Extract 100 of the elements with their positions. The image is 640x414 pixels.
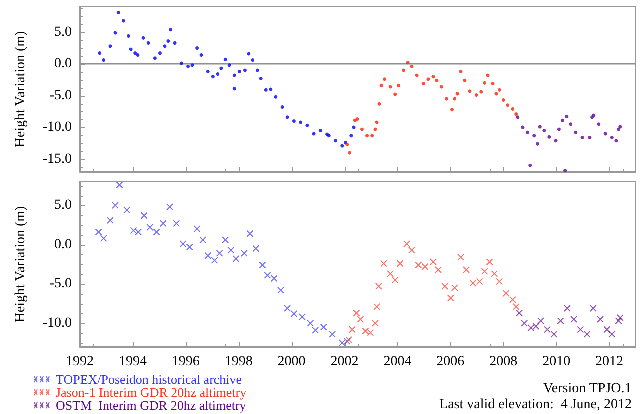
point	[190, 64, 194, 68]
point	[220, 66, 224, 70]
point	[290, 310, 298, 318]
point	[166, 204, 174, 211]
point	[247, 52, 251, 56]
point	[502, 290, 510, 298]
point	[440, 85, 444, 89]
y-tick-label: 0.0	[54, 237, 72, 252]
point	[512, 303, 520, 310]
point	[426, 78, 430, 82]
point	[483, 81, 487, 85]
point	[211, 75, 215, 79]
point	[146, 41, 150, 45]
point	[406, 61, 410, 65]
point	[357, 316, 364, 323]
point	[166, 40, 170, 44]
point	[521, 320, 528, 327]
point	[614, 139, 618, 143]
point	[434, 266, 442, 274]
point	[498, 88, 502, 92]
point	[312, 132, 316, 136]
y-tick-label: -15.0	[42, 152, 72, 167]
legend-label: Jason-1 Interim GDR 20hz altimetry	[56, 385, 248, 400]
point	[356, 118, 360, 122]
point	[224, 58, 228, 62]
point	[491, 270, 498, 278]
point	[299, 120, 303, 124]
point	[100, 235, 108, 242]
point	[334, 139, 338, 143]
point	[102, 58, 106, 62]
point	[362, 328, 370, 335]
y-tick-label: -10.0	[42, 120, 72, 136]
point	[280, 106, 284, 110]
point	[396, 260, 404, 268]
point	[292, 119, 296, 123]
point	[580, 136, 584, 140]
point	[232, 87, 236, 91]
point	[616, 314, 624, 322]
point	[554, 139, 558, 143]
point	[374, 303, 381, 310]
point	[432, 75, 436, 79]
point	[526, 130, 530, 134]
point	[269, 88, 273, 92]
point	[340, 144, 344, 148]
point	[228, 246, 235, 254]
point	[435, 78, 439, 82]
point	[270, 275, 278, 282]
point	[392, 276, 399, 284]
point	[135, 228, 142, 236]
point	[532, 323, 540, 330]
point	[196, 46, 200, 50]
point	[106, 217, 114, 224]
point	[370, 134, 374, 138]
point	[597, 122, 601, 126]
point	[491, 82, 495, 86]
point	[366, 134, 370, 138]
point	[564, 305, 571, 312]
point	[486, 258, 494, 266]
point	[360, 128, 364, 132]
point	[496, 278, 504, 286]
point	[142, 36, 146, 40]
text: Version TPJO.1	[543, 382, 632, 396]
point	[403, 240, 410, 248]
point	[264, 272, 272, 279]
x-tick-label: 2006	[436, 354, 465, 370]
point	[306, 124, 310, 128]
point	[200, 53, 204, 57]
point	[506, 104, 510, 108]
point	[570, 316, 578, 323]
point	[194, 226, 201, 233]
point	[550, 330, 558, 338]
point	[284, 305, 292, 312]
point	[380, 84, 384, 88]
point	[536, 142, 540, 146]
point	[158, 52, 162, 56]
point	[180, 62, 184, 66]
point	[397, 84, 401, 88]
point	[447, 294, 454, 302]
point	[160, 220, 167, 228]
point	[516, 116, 520, 120]
point	[569, 122, 573, 126]
point	[140, 212, 148, 220]
point	[394, 92, 398, 96]
point	[480, 90, 484, 94]
point	[537, 318, 544, 325]
point	[259, 262, 266, 269]
point	[514, 112, 518, 116]
point	[574, 130, 578, 134]
point	[380, 260, 388, 268]
point	[604, 132, 608, 136]
point	[516, 310, 524, 317]
point	[474, 93, 478, 97]
point	[126, 34, 130, 38]
point	[216, 72, 220, 76]
point	[610, 136, 614, 140]
point	[564, 168, 568, 172]
point	[509, 296, 516, 304]
point	[532, 134, 536, 138]
x-tick-label: 1992	[66, 354, 94, 370]
point	[320, 324, 328, 331]
